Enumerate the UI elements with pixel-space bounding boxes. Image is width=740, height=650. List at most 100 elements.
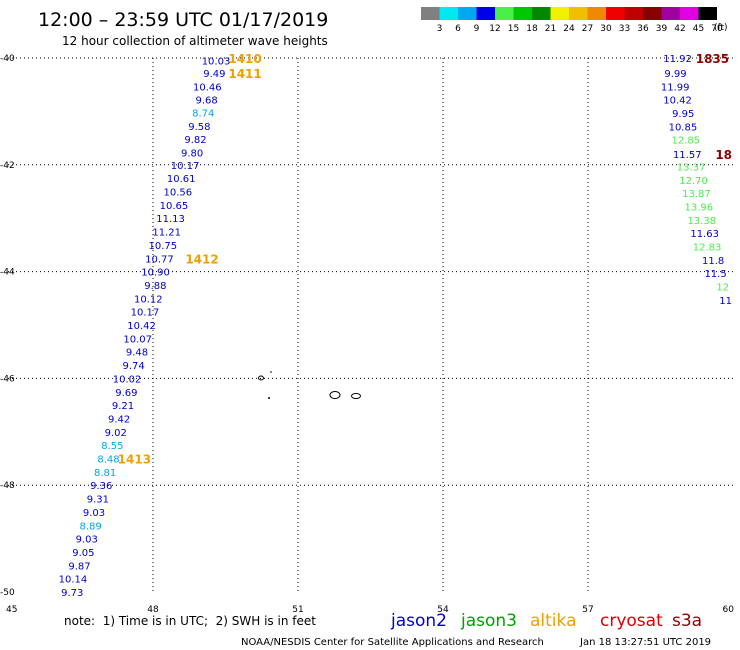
wave-height-label: 10.17 bbox=[131, 308, 160, 319]
footer-timestamp: Jan 18 13:27:51 UTC 2019 bbox=[579, 637, 711, 648]
wave-height-label: 9.31 bbox=[87, 495, 109, 506]
island-outline bbox=[258, 375, 264, 381]
time-label: 1835 bbox=[696, 52, 729, 66]
wave-height-label: 13.37 bbox=[677, 162, 706, 173]
scale-label: 15 bbox=[508, 24, 519, 34]
scale-label: 6 bbox=[455, 24, 461, 34]
island-outline bbox=[351, 393, 361, 399]
scale-swatch bbox=[532, 7, 551, 20]
scale-label: 3 bbox=[437, 24, 443, 34]
wave-height-label: 11.8 bbox=[702, 256, 724, 267]
wave-height-label: 12.70 bbox=[679, 176, 708, 187]
wave-height-label: 9.42 bbox=[108, 414, 130, 425]
scale-swatch bbox=[680, 7, 699, 20]
wave-height-label: 9.68 bbox=[196, 96, 218, 107]
scale-label: 24 bbox=[563, 24, 575, 34]
wave-height-label: 9.36 bbox=[90, 481, 112, 492]
wave-height-label: 8.48 bbox=[97, 455, 119, 466]
legend-jason2: jason2 bbox=[390, 611, 447, 631]
wave-height-label: 10.02 bbox=[113, 374, 142, 385]
scale-swatch bbox=[661, 7, 680, 20]
footer-note: note: 1) Time is in UTC; 2) SWH is in fe… bbox=[64, 614, 316, 628]
y-tick-label: -50 bbox=[0, 588, 15, 598]
wave-height-label: 8.74 bbox=[192, 108, 214, 119]
time-label: 1411 bbox=[228, 67, 261, 81]
scale-label: 45 bbox=[693, 24, 704, 34]
footer-credit: NOAA/NESDIS Center for Satellite Applica… bbox=[241, 637, 544, 648]
scale-swatch bbox=[421, 7, 440, 20]
wave-height-label: 10.77 bbox=[145, 254, 174, 265]
wave-height-label: 9.03 bbox=[76, 535, 98, 546]
wave-height-label: 10.75 bbox=[149, 241, 178, 252]
wave-height-label: 12.85 bbox=[671, 136, 700, 147]
wave-height-label: 8.55 bbox=[101, 441, 123, 452]
wave-height-label: 9.87 bbox=[68, 561, 90, 572]
wave-height-label: 9.80 bbox=[181, 149, 203, 160]
wave-height-label: 9.48 bbox=[126, 348, 148, 359]
plot-area: 45 48 51 54 57 60 -40-42-44-46-48-50 10.039.4… bbox=[0, 52, 734, 615]
legend-altika: altika bbox=[530, 611, 577, 631]
scale-label: 18 bbox=[526, 24, 538, 34]
scale-swatch bbox=[643, 7, 662, 20]
scale-swatch bbox=[550, 7, 569, 20]
wave-height-label: 13.38 bbox=[687, 216, 716, 227]
scale-label: 42 bbox=[674, 24, 685, 34]
wave-height-label: 8.81 bbox=[94, 468, 116, 479]
scale-label: 12 bbox=[489, 24, 500, 34]
wave-height-label: 9.88 bbox=[144, 281, 166, 292]
scale-label: 27 bbox=[582, 24, 593, 34]
x-tick-label: 54 bbox=[437, 605, 449, 615]
scale-swatch bbox=[439, 7, 458, 20]
scale-label: 36 bbox=[637, 24, 649, 34]
track-right: 11.929.9911.9910.429.9510.8512.8511.5713… bbox=[661, 52, 732, 307]
x-tick-label: 57 bbox=[582, 605, 593, 615]
wave-height-label: 10.42 bbox=[663, 96, 692, 107]
scale-label: 30 bbox=[600, 24, 612, 34]
wave-height-label: 11.63 bbox=[690, 229, 719, 240]
wave-height-label: 9.49 bbox=[203, 69, 225, 80]
legend-cryosat: cryosat bbox=[600, 611, 663, 631]
y-tick-label: -42 bbox=[0, 161, 15, 171]
wave-height-label: 12.83 bbox=[693, 243, 722, 254]
scale-swatch bbox=[476, 7, 495, 20]
scale-label: 21 bbox=[545, 24, 556, 34]
scale-swatch bbox=[458, 7, 477, 20]
y-tick-label: -46 bbox=[0, 374, 15, 384]
scale-unit: (ft) bbox=[714, 23, 728, 33]
wave-height-label: 9.99 bbox=[664, 69, 686, 80]
wave-height-label: 10.07 bbox=[123, 334, 152, 345]
color-scale: 3 6 9 12 15 18 21 24 27 30 33 36 39 42 45 70 bbox=[421, 7, 723, 34]
track-left: 10.039.4910.469.688.749.589.829.8010.171… bbox=[59, 52, 262, 599]
y-tick-label: -44 bbox=[0, 268, 15, 278]
wave-height-label: 8.89 bbox=[80, 521, 102, 532]
wave-height-label: 11 bbox=[719, 296, 732, 307]
scale-label: 39 bbox=[656, 24, 668, 34]
x-tick-label: 51 bbox=[292, 605, 303, 615]
wave-height-label: 10.61 bbox=[167, 174, 196, 185]
scale-swatch bbox=[587, 7, 606, 20]
wave-height-label: 10.42 bbox=[127, 321, 156, 332]
map-subtitle: 12 hour collection of altimeter wave hei… bbox=[62, 34, 328, 48]
scale-swatch bbox=[513, 7, 532, 20]
scale-label: 33 bbox=[619, 24, 630, 34]
wave-height-label: 9.58 bbox=[188, 122, 210, 133]
wave-height-label: 9.74 bbox=[123, 361, 145, 372]
scale-label: 9 bbox=[474, 24, 480, 34]
x-tick-label: 60 bbox=[723, 605, 735, 615]
scale-swatch bbox=[569, 7, 588, 20]
wave-height-label: 11.99 bbox=[661, 82, 690, 93]
island-outlines bbox=[258, 371, 361, 399]
wave-height-label: 10.46 bbox=[193, 82, 222, 93]
wave-height-label: 9.82 bbox=[184, 135, 206, 146]
x-tick-label: 45 bbox=[6, 605, 17, 615]
wave-height-label: 11.21 bbox=[152, 228, 181, 239]
scale-swatch bbox=[698, 7, 717, 20]
x-tick-label: 48 bbox=[147, 605, 159, 615]
time-label: 1410 bbox=[228, 52, 261, 66]
wave-height-label: 9.05 bbox=[72, 548, 94, 559]
y-tick-label: -48 bbox=[0, 481, 15, 491]
wave-height-label: 11.57 bbox=[673, 150, 702, 161]
scale-swatch bbox=[624, 7, 643, 20]
wave-height-label: 13.96 bbox=[685, 202, 714, 213]
